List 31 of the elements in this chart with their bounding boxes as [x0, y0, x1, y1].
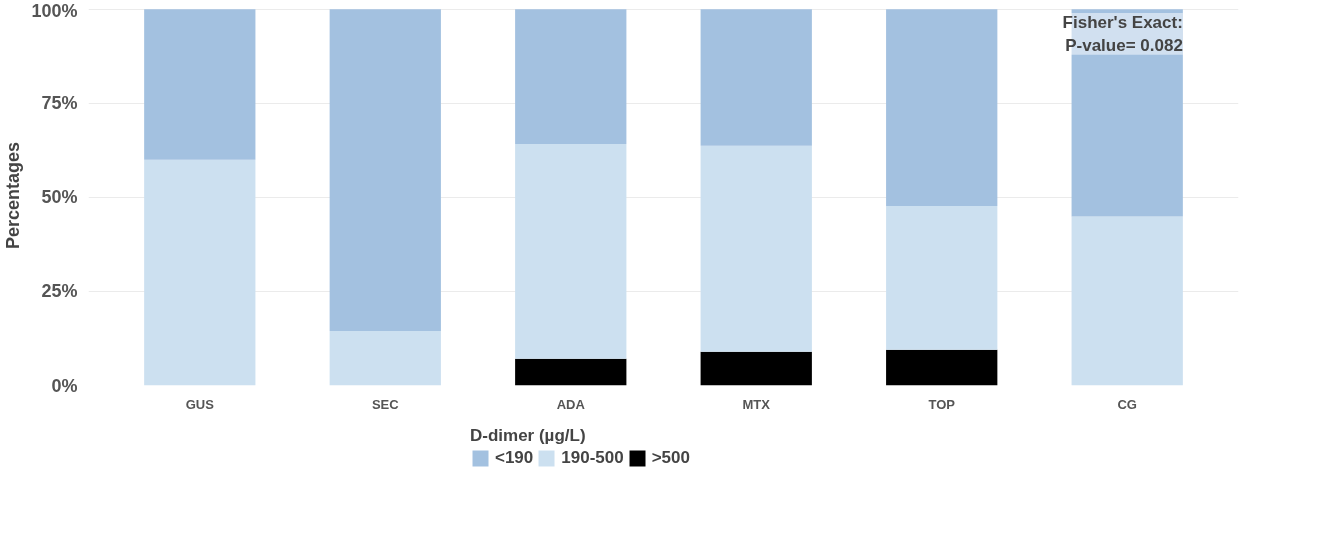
legend-label: >500 — [651, 448, 690, 468]
bar — [700, 9, 812, 146]
bar — [700, 351, 812, 386]
legend-label: <190 — [494, 448, 534, 468]
bar — [515, 358, 627, 386]
x-tick-label: GUS — [185, 396, 215, 412]
y-axis-title: Percentages — [3, 141, 24, 250]
bar — [329, 330, 441, 386]
bar — [144, 9, 256, 160]
y-tick-label: 100% — [31, 0, 78, 21]
bar — [515, 143, 627, 359]
y-tick-label: 50% — [41, 187, 78, 208]
x-tick-label: ADA — [556, 396, 586, 412]
y-tick-label: 0% — [51, 375, 78, 396]
legend-title: D-dimer (µg/L) — [469, 426, 587, 446]
x-tick-label: TOP — [928, 396, 956, 412]
y-tick-label: 25% — [41, 281, 78, 302]
legend-label: 190-500 — [561, 448, 624, 468]
bar — [1071, 216, 1183, 386]
bar — [886, 349, 998, 386]
bar — [329, 9, 441, 331]
bar — [700, 145, 812, 352]
x-tick-label: MTX — [742, 396, 771, 412]
y-tick-label: 75% — [41, 93, 78, 114]
bar — [886, 9, 998, 207]
bar — [886, 206, 998, 350]
x-tick-label: CG — [1117, 396, 1137, 412]
annotation: Fisher's Exact: P-value= 0.082 — [1062, 13, 1183, 55]
x-tick-label: SEC — [371, 396, 400, 412]
bar — [144, 159, 256, 386]
bar — [515, 9, 627, 144]
